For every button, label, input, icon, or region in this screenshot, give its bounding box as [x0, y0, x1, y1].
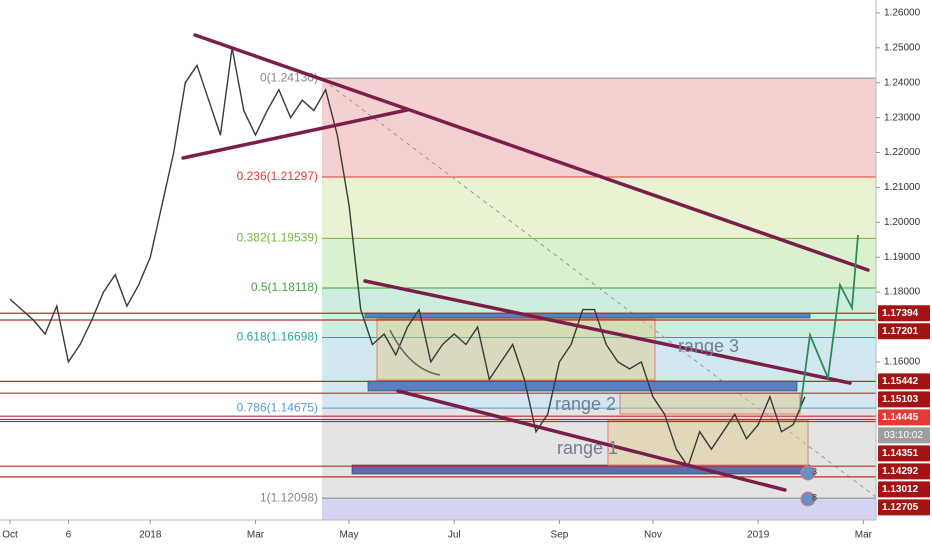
level-label: 1.14292: [882, 466, 919, 477]
fib-label: 0.618(1.16698): [237, 330, 318, 344]
x-tick-label: Nov: [644, 530, 662, 541]
level-tag: [878, 373, 930, 390]
level-label: 1.14445: [882, 412, 919, 423]
fib-band: [322, 78, 876, 178]
fib-label: 0.5(1.18118): [251, 280, 318, 294]
badge-label: 3: [812, 466, 817, 476]
badge[interactable]: [800, 491, 816, 507]
price: [9, 47, 806, 469]
badge[interactable]: [800, 465, 816, 481]
level-tag: [878, 445, 930, 462]
x-tick-label: Mar: [247, 530, 265, 541]
x-tick-label: 2018: [139, 530, 162, 541]
x-tick-label: Oct: [2, 530, 18, 541]
fib-band: [322, 408, 876, 499]
x-tick-label: Sep: [551, 530, 569, 541]
x-tick-label: May: [340, 530, 359, 541]
level-tag: [878, 305, 930, 322]
countdown-tag: [878, 427, 930, 444]
fib-label: 0.236(1.21297): [237, 169, 318, 183]
annotation: range 2: [555, 394, 616, 414]
level-label: 1.15103: [882, 394, 919, 405]
curve: [389, 329, 441, 376]
level-tag: [878, 323, 930, 340]
level-label: 1.12705: [882, 502, 919, 513]
level-label: 1.15442: [882, 376, 919, 387]
projection-arrow: [799, 234, 859, 411]
y-tick-label: 1.20000: [884, 217, 921, 228]
level-tag: [878, 481, 930, 498]
fib-label: 1(1.12098): [260, 490, 318, 504]
trend-line: [181, 108, 409, 160]
level-label: 1.17201: [882, 326, 919, 337]
annotation: range 1: [557, 438, 618, 458]
y-tick-label: 1.18000: [884, 287, 921, 298]
fib-band: [322, 177, 876, 239]
y-tick-label: 1.25000: [884, 42, 921, 53]
level-tag: [878, 409, 930, 426]
fib-label: 0.382(1.19539): [237, 231, 318, 245]
x-tick-label: Mar: [855, 530, 873, 541]
y-tick-label: 1.16000: [884, 357, 921, 368]
range-box: [619, 392, 801, 415]
level-label: 1.14351: [882, 448, 919, 459]
x-tick-label: 2019: [747, 530, 770, 541]
fib-band: [322, 238, 876, 288]
levels: [0, 312, 876, 478]
fib-label: 0(1.24130): [260, 70, 318, 84]
level-tag: [878, 463, 930, 480]
trend-line: [193, 33, 870, 272]
zone: [367, 380, 798, 392]
y-tick-label: 1.22000: [884, 147, 921, 158]
fib-label: 0.786(1.14675): [237, 400, 318, 414]
range-box: [376, 318, 656, 381]
dashed-trend: [329, 84, 877, 498]
badge-label: 8: [812, 492, 817, 502]
level-tag: [878, 499, 930, 516]
range-box: [607, 419, 809, 466]
y-tick-label: 1.21000: [884, 182, 921, 193]
x-tick-label: 6: [66, 530, 72, 541]
time-axis: [0, 520, 876, 550]
trend-line: [363, 279, 852, 385]
level-tag: [878, 391, 930, 408]
level-label: 1.13012: [882, 484, 919, 495]
y-tick-label: 1.19000: [884, 252, 921, 263]
trend-line: [396, 389, 787, 492]
axis-labels: 1.26000 1.25000 1.24000 1.23000 1.22000 1.210…: [2, 8, 930, 541]
annotation: range 3: [678, 336, 739, 356]
y-tick-label: 1.24000: [884, 77, 921, 88]
level-label: 1.17394: [882, 308, 919, 319]
fib-band: [322, 498, 876, 520]
y-tick-label: 1.26000: [884, 8, 921, 19]
trend-lines: [181, 33, 870, 492]
price-line: [9, 47, 806, 469]
x-tick-label: Jul: [448, 530, 461, 541]
y-tick-label: 1.23000: [884, 112, 921, 123]
countdown: 03:10:02: [884, 430, 923, 441]
